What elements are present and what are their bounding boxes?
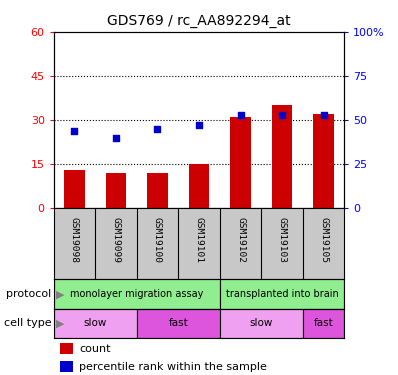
Bar: [189, 164, 209, 208]
Text: fast: fast: [168, 318, 188, 328]
Text: protocol: protocol: [6, 290, 52, 299]
Text: GSM19102: GSM19102: [236, 217, 245, 263]
Point: [113, 135, 119, 141]
Point: [196, 122, 202, 128]
Text: slow: slow: [84, 318, 107, 328]
Bar: [60, 361, 73, 372]
Bar: [54, 309, 137, 338]
Title: GDS769 / rc_AA892294_at: GDS769 / rc_AA892294_at: [107, 14, 291, 28]
Text: GSM19098: GSM19098: [70, 217, 79, 263]
Bar: [64, 170, 85, 208]
Text: ▶: ▶: [56, 290, 64, 299]
Point: [154, 126, 161, 132]
Text: GSM19099: GSM19099: [111, 217, 121, 263]
Text: GSM19103: GSM19103: [277, 217, 287, 263]
Bar: [137, 309, 220, 338]
Text: ▶: ▶: [56, 318, 64, 328]
Point: [320, 112, 327, 118]
Text: GSM19105: GSM19105: [319, 217, 328, 263]
Text: transplanted into brain: transplanted into brain: [226, 290, 338, 299]
Bar: [313, 114, 334, 208]
Bar: [303, 309, 344, 338]
Text: percentile rank within the sample: percentile rank within the sample: [79, 362, 267, 372]
Bar: [220, 279, 344, 309]
Bar: [60, 343, 73, 354]
Point: [279, 112, 285, 118]
Bar: [105, 173, 126, 208]
Text: cell type: cell type: [4, 318, 52, 328]
Text: GSM19100: GSM19100: [153, 217, 162, 263]
Text: monolayer migration assay: monolayer migration assay: [70, 290, 203, 299]
Bar: [271, 105, 293, 208]
Point: [71, 128, 78, 134]
Text: fast: fast: [314, 318, 334, 328]
Text: slow: slow: [250, 318, 273, 328]
Bar: [230, 117, 251, 208]
Bar: [147, 173, 168, 208]
Bar: [54, 279, 220, 309]
Bar: [220, 309, 303, 338]
Text: count: count: [79, 344, 111, 354]
Point: [237, 112, 244, 118]
Text: GSM19101: GSM19101: [195, 217, 203, 263]
